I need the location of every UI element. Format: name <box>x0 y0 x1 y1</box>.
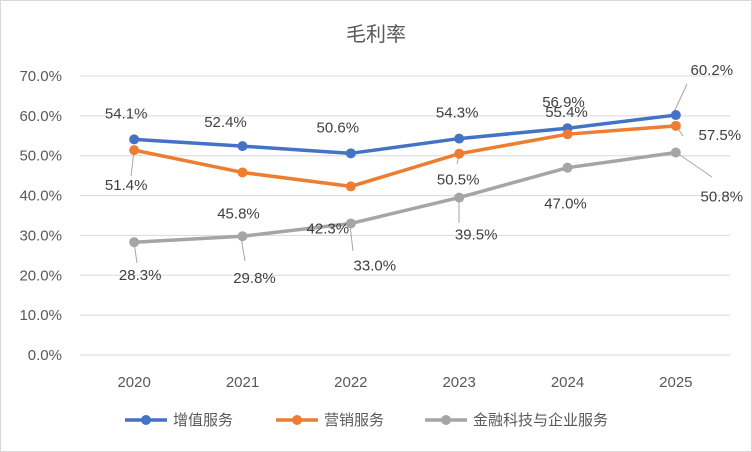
legend-marker <box>141 415 151 425</box>
series-lines <box>129 110 681 248</box>
x-axis-ticks: 2020 2021 2022 2023 2024 2025 <box>117 374 692 391</box>
data-point[interactable] <box>237 167 248 178</box>
data-label: 28.3% <box>119 267 162 284</box>
label-leader-line <box>130 150 135 177</box>
y-tick-label: 0.0% <box>28 347 62 364</box>
legend-marker <box>292 415 302 425</box>
data-point[interactable] <box>562 162 573 173</box>
data-label: 33.0% <box>354 257 397 274</box>
data-point[interactable] <box>129 134 140 145</box>
data-label: 50.6% <box>317 119 360 136</box>
data-label: 60.2% <box>691 62 734 79</box>
legend-item[interactable]: 金融科技与企业服务 <box>425 411 608 429</box>
data-label: 42.3% <box>307 220 350 237</box>
y-axis-ticks: 0.0% 10.0% 20.0% 30.0% 40.0% 50.0% 60.0% 70.0% <box>19 68 62 364</box>
legend-label: 增值服务 <box>173 411 233 429</box>
series-line <box>132 113 678 156</box>
x-tick-label: 2022 <box>334 374 367 391</box>
y-tick-label: 20.0% <box>19 267 62 284</box>
data-label: 55.4% <box>545 104 588 121</box>
legend-label: 金融科技与企业服务 <box>473 411 608 429</box>
data-label: 56.9% <box>542 94 585 111</box>
legend-label: 营销服务 <box>324 411 384 429</box>
data-label: 50.8% <box>701 189 744 206</box>
data-label: 54.1% <box>105 105 148 122</box>
data-point[interactable] <box>237 141 248 152</box>
data-label: 47.0% <box>544 196 587 213</box>
legend-item[interactable]: 增值服务 <box>125 411 233 429</box>
data-label: 57.5% <box>699 127 742 144</box>
label-leader-line <box>349 224 354 252</box>
data-point[interactable] <box>237 231 248 242</box>
data-point[interactable] <box>129 145 140 156</box>
x-tick-label: 2021 <box>226 374 259 391</box>
data-label: 54.3% <box>436 105 479 122</box>
label-leader-line <box>676 152 713 178</box>
data-point[interactable] <box>345 181 356 192</box>
data-label: 29.8% <box>233 270 276 287</box>
data-label: 39.5% <box>455 227 498 244</box>
y-tick-label: 40.0% <box>19 188 62 205</box>
data-point[interactable] <box>454 148 465 159</box>
x-tick-label: 2024 <box>551 374 584 391</box>
data-point[interactable] <box>345 148 356 159</box>
y-tick-label: 70.0% <box>19 68 62 85</box>
series-line <box>132 150 678 244</box>
y-tick-label: 60.0% <box>19 108 62 125</box>
legend[interactable]: 增值服务 营销服务 金融科技与企业服务 <box>125 411 608 429</box>
data-point[interactable] <box>670 110 681 121</box>
x-tick-label: 2025 <box>659 374 692 391</box>
data-point[interactable] <box>670 147 681 158</box>
y-tick-label: 50.0% <box>19 148 62 165</box>
chart-title: 毛利率 <box>346 22 406 46</box>
y-tick-label: 30.0% <box>19 227 62 244</box>
data-point[interactable] <box>454 192 465 203</box>
x-tick-label: 2023 <box>442 374 475 391</box>
gridlines <box>80 75 730 356</box>
data-label: 52.4% <box>204 114 247 131</box>
legend-marker <box>441 415 451 425</box>
data-labels: 54.1% 52.4% 50.6% 54.3% 56.9% 60.2% 51.4% 45.8%… <box>105 62 743 287</box>
series-line <box>132 124 678 189</box>
data-label: 45.8% <box>217 205 260 222</box>
data-point[interactable] <box>670 120 681 131</box>
data-point[interactable] <box>562 129 573 140</box>
y-tick-label: 10.0% <box>19 307 62 324</box>
label-leader-line <box>673 83 688 113</box>
data-point[interactable] <box>454 133 465 144</box>
x-tick-label: 2020 <box>117 374 150 391</box>
data-point[interactable] <box>129 237 140 248</box>
data-label: 50.5% <box>437 172 480 189</box>
data-point[interactable] <box>345 218 356 229</box>
legend-item[interactable]: 营销服务 <box>276 411 384 429</box>
data-label: 51.4% <box>105 177 148 194</box>
